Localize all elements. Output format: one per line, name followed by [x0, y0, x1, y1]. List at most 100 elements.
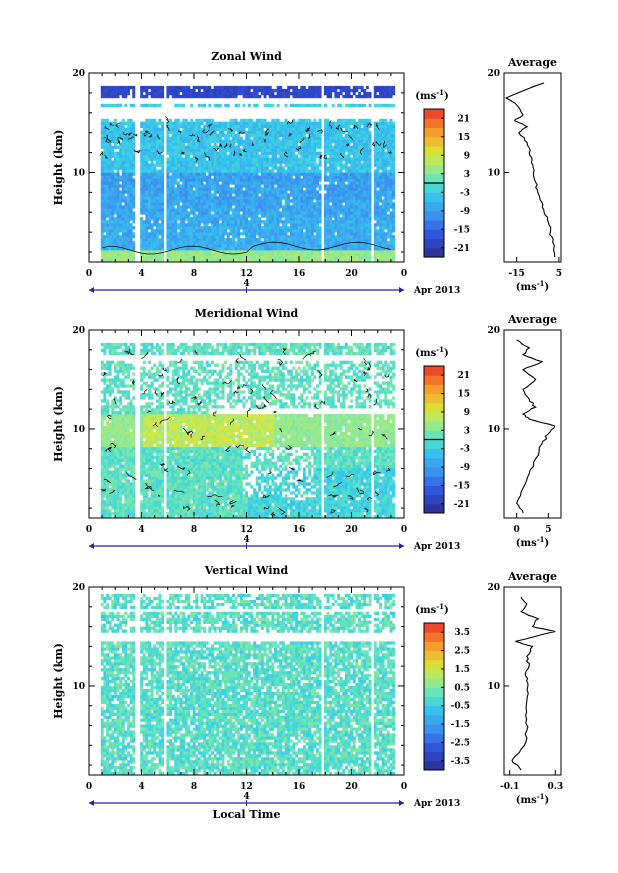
date-bar-arrow-left: [89, 287, 94, 293]
date-label: Apr 2013: [413, 799, 460, 809]
colorbar-tick-label: 9: [464, 408, 470, 418]
average-x-tick-label: 5: [545, 525, 551, 535]
panel-title: Meridional Wind: [195, 307, 299, 320]
colorbar-segment: [424, 697, 444, 707]
x-tick-label: 16: [293, 269, 306, 279]
colorbar-segment: [424, 174, 444, 184]
y-tick-label: 20: [72, 326, 85, 336]
colorbar-segment: [424, 421, 444, 431]
colorbar-segment: [424, 220, 444, 230]
colorbar-segment: [424, 458, 444, 468]
colorbar-segment: [424, 660, 444, 670]
colorbar-unit: (ms-1): [415, 602, 448, 616]
colorbar-segment: [424, 366, 444, 376]
colorbar-tick-label: -21: [454, 500, 470, 510]
colorbar-tick-label: -9: [460, 463, 470, 473]
average-title: Average: [507, 313, 557, 326]
colorbar-segment: [424, 229, 444, 239]
colorbar-segment: [424, 485, 444, 495]
colorbar-tick-label: -1.5: [451, 720, 470, 730]
date-label: Apr 2013: [413, 542, 460, 552]
colorbar-segment: [424, 412, 444, 422]
average-x-tick-label: -0.1: [500, 782, 519, 792]
average-x-tick-label: 5: [556, 269, 562, 279]
average-y-tick-label: 10: [487, 425, 500, 435]
colorbar-segment: [424, 165, 444, 175]
colorbar-segment: [424, 752, 444, 762]
colorbar-segment: [424, 239, 444, 249]
y-tick-label: 20: [72, 583, 85, 593]
date-marker: 4: [243, 279, 249, 289]
colorbar-segment: [424, 669, 444, 679]
average-x-tick-label: -15: [509, 269, 525, 279]
date-bar-arrow-right: [399, 800, 404, 806]
x-tick-label: 12: [240, 525, 253, 535]
x-tick-label: 16: [293, 782, 306, 792]
colorbar-tick-label: 21: [457, 371, 470, 381]
colorbar-segment: [424, 155, 444, 165]
colorbar-segment: [424, 137, 444, 147]
colorbar-segment: [424, 476, 444, 486]
colorbar-segment: [424, 394, 444, 404]
x-tick-label: 0: [401, 525, 407, 535]
average-x-tick-label: 0: [514, 525, 520, 535]
colorbar-segment: [424, 504, 444, 514]
colorbar-tick-label: 3: [464, 170, 470, 180]
heatmap-cells: [101, 594, 395, 775]
average-unit: (ms-1): [516, 535, 549, 549]
colorbar-segment: [424, 211, 444, 221]
y-tick-label: 10: [72, 425, 85, 435]
y-axis-label: Height (km): [52, 643, 65, 719]
x-tick-label: 0: [401, 269, 407, 279]
colorbar-tick-label: 1.5: [454, 665, 470, 675]
colorbar-tick-label: -15: [454, 481, 470, 491]
x-tick-label: 0: [86, 782, 92, 792]
y-tick-label: 10: [72, 168, 85, 178]
colorbar-unit: (ms-1): [415, 345, 448, 359]
colorbar-segment: [424, 687, 444, 697]
colorbar-segment: [424, 118, 444, 128]
colorbar-segment: [424, 128, 444, 138]
panel-title: Zonal Wind: [211, 50, 282, 63]
colorbar-segment: [424, 715, 444, 725]
average-unit: (ms-1): [516, 792, 549, 806]
colorbar-segment: [424, 375, 444, 385]
average-frame: [504, 587, 561, 775]
colorbar-segment: [424, 761, 444, 771]
panel-title: Vertical Wind: [204, 564, 289, 577]
colorbar-tick-label: -2.5: [451, 738, 470, 748]
date-bar-arrow-left: [89, 800, 94, 806]
average-line: [512, 597, 555, 770]
colorbar-segment: [424, 632, 444, 642]
colorbar-segment: [424, 467, 444, 477]
heatmap-cells: [101, 86, 395, 262]
colorbar-segment: [424, 623, 444, 633]
colorbar-segment: [424, 440, 444, 450]
y-axis-label: Height (km): [52, 130, 65, 206]
colorbar-segment: [424, 733, 444, 743]
colorbar-tick-label: -15: [454, 225, 470, 235]
x-tick-label: 20: [345, 525, 358, 535]
colorbar-tick-label: 3: [464, 426, 470, 436]
colorbar-tick-label: -3: [460, 445, 470, 455]
colorbar-segment: [424, 651, 444, 661]
colorbar-tick-label: 15: [457, 133, 470, 143]
colorbar-tick-label: -3.5: [451, 757, 470, 767]
colorbar-segment: [424, 495, 444, 505]
colorbar-segment: [424, 706, 444, 716]
colorbar-tick-label: 15: [457, 390, 470, 400]
x-tick-label: 4: [138, 782, 144, 792]
colorbar-segment: [424, 192, 444, 202]
colorbar-tick-label: 2.5: [454, 647, 470, 657]
average-y-tick-label: 20: [487, 583, 500, 593]
colorbar-tick-label: 9: [464, 151, 470, 161]
average-y-tick-label: 10: [487, 168, 500, 178]
colorbar-segment: [424, 449, 444, 459]
colorbar-segment: [424, 248, 444, 258]
